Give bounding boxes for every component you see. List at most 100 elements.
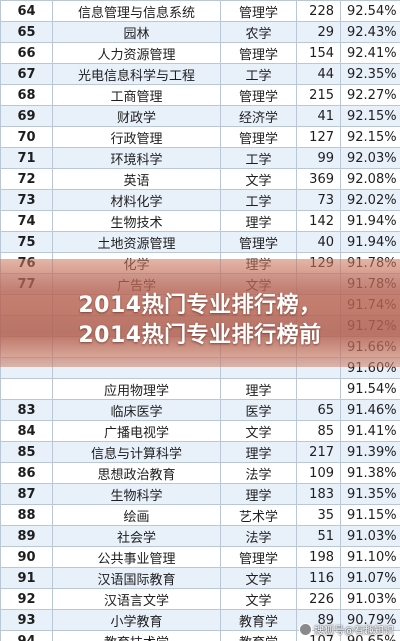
count-cell: 228 xyxy=(296,0,341,22)
rate-cell: 91.41% xyxy=(340,420,400,442)
banner-title-line-2: 2014热门专业排行榜前 xyxy=(78,323,322,348)
count-cell: 215 xyxy=(296,84,341,106)
rank-cell: 72 xyxy=(0,168,53,190)
rate-cell: 91.35% xyxy=(340,483,400,505)
major-cell: 绘画 xyxy=(52,504,221,526)
major-cell: 英语 xyxy=(52,168,221,190)
major-cell: 应用物理学 xyxy=(52,378,221,400)
count-cell xyxy=(296,378,341,400)
rate-cell: 91.07% xyxy=(340,567,400,589)
rate-cell: 91.10% xyxy=(340,546,400,568)
table-row: 66 人力资源管理 管理学 154 92.41% xyxy=(0,42,400,64)
rate-cell: 91.15% xyxy=(340,504,400,526)
table-row: 65 园林 农学 29 92.43% xyxy=(0,21,400,43)
major-cell: 光电信息科学与工程 xyxy=(52,63,221,85)
table-row: 87 生物科学 理学 183 91.35% xyxy=(0,483,400,505)
major-cell: 生物科学 xyxy=(52,483,221,505)
rate-cell: 92.15% xyxy=(340,105,400,127)
category-cell: 工学 xyxy=(220,63,297,85)
rank-cell: 94 xyxy=(0,630,53,641)
category-cell: 理学 xyxy=(220,441,297,463)
camera-icon xyxy=(299,622,312,636)
table-row: 84 广播电视学 文学 85 91.41% xyxy=(0,420,400,442)
major-cell: 公共事业管理 xyxy=(52,546,221,568)
category-cell: 文学 xyxy=(220,420,297,442)
table-row: 72 英语 文学 369 92.08% xyxy=(0,168,400,190)
category-cell: 管理学 xyxy=(220,42,297,64)
table-row: 85 信息与计算科学 理学 217 91.39% xyxy=(0,441,400,463)
major-cell: 行政管理 xyxy=(52,126,221,148)
count-cell: 35 xyxy=(296,504,341,526)
rank-cell: 86 xyxy=(0,462,53,484)
count-cell: 217 xyxy=(296,441,341,463)
category-cell: 理学 xyxy=(220,378,297,400)
rank-cell: 91 xyxy=(0,567,53,589)
major-cell: 汉语言文学 xyxy=(52,588,221,610)
rank-cell: 66 xyxy=(0,42,53,64)
major-cell: 园林 xyxy=(52,21,221,43)
count-cell: 51 xyxy=(296,525,341,547)
rate-cell: 91.94% xyxy=(340,231,400,253)
category-cell: 管理学 xyxy=(220,126,297,148)
rate-cell: 92.41% xyxy=(340,42,400,64)
category-cell: 管理学 xyxy=(220,0,297,22)
major-cell: 教育技术学 xyxy=(52,630,221,641)
major-cell: 社会学 xyxy=(52,525,221,547)
rank-cell: 83 xyxy=(0,399,53,421)
rank-cell: 74 xyxy=(0,210,53,232)
rate-cell: 91.38% xyxy=(340,462,400,484)
count-cell: 127 xyxy=(296,126,341,148)
table-row: 91 汉语国际教育 文学 116 91.07% xyxy=(0,567,400,589)
table-row: 74 生物技术 理学 142 91.94% xyxy=(0,210,400,232)
rank-cell: 65 xyxy=(0,21,53,43)
table-row: 92 汉语言文学 文学 226 91.03% xyxy=(0,588,400,610)
rate-cell: 91.46% xyxy=(340,399,400,421)
major-cell: 工商管理 xyxy=(52,84,221,106)
rate-cell: 91.39% xyxy=(340,441,400,463)
category-cell: 文学 xyxy=(220,168,297,190)
category-cell: 教育学 xyxy=(220,630,297,641)
category-cell: 理学 xyxy=(220,483,297,505)
count-cell: 109 xyxy=(296,462,341,484)
major-cell: 临床医学 xyxy=(52,399,221,421)
rate-cell: 92.35% xyxy=(340,63,400,85)
count-cell: 65 xyxy=(296,399,341,421)
count-cell: 73 xyxy=(296,189,341,211)
rank-cell xyxy=(0,378,53,400)
rate-cell: 91.03% xyxy=(340,588,400,610)
rank-cell: 75 xyxy=(0,231,53,253)
count-cell: 154 xyxy=(296,42,341,64)
category-cell: 工学 xyxy=(220,147,297,169)
rate-cell: 91.03% xyxy=(340,525,400,547)
category-cell: 经济学 xyxy=(220,105,297,127)
rank-cell: 73 xyxy=(0,189,53,211)
rank-cell: 71 xyxy=(0,147,53,169)
table-row: 88 绘画 艺术学 35 91.15% xyxy=(0,504,400,526)
category-cell: 法学 xyxy=(220,525,297,547)
table-row: 68 工商管理 管理学 215 92.27% xyxy=(0,84,400,106)
count-cell: 29 xyxy=(296,21,341,43)
table-row: 86 思想政治教育 法学 109 91.38% xyxy=(0,462,400,484)
rank-cell: 93 xyxy=(0,609,53,631)
category-cell: 管理学 xyxy=(220,231,297,253)
category-cell: 医学 xyxy=(220,399,297,421)
major-cell: 思想政治教育 xyxy=(52,462,221,484)
rank-cell: 87 xyxy=(0,483,53,505)
table-row: 75 土地资源管理 管理学 40 91.94% xyxy=(0,231,400,253)
count-cell: 116 xyxy=(296,567,341,589)
major-cell: 材料化学 xyxy=(52,189,221,211)
rank-cell: 64 xyxy=(0,0,53,22)
table-row: 73 材料化学 工学 73 92.02% xyxy=(0,189,400,211)
watermark-text: 搜狐号@有趣知识 xyxy=(314,625,394,637)
rank-cell: 85 xyxy=(0,441,53,463)
major-cell: 环境科学 xyxy=(52,147,221,169)
rank-cell: 70 xyxy=(0,126,53,148)
count-cell: 183 xyxy=(296,483,341,505)
count-cell: 226 xyxy=(296,588,341,610)
rate-cell: 92.08% xyxy=(340,168,400,190)
major-cell: 信息管理与信息系统 xyxy=(52,0,221,22)
title-banner: 2014热门专业排行榜， 2014热门专业排行榜前 xyxy=(0,259,400,367)
category-cell: 文学 xyxy=(220,588,297,610)
table-row: 应用物理学 理学 91.54% xyxy=(0,378,400,400)
major-cell: 财政学 xyxy=(52,105,221,127)
